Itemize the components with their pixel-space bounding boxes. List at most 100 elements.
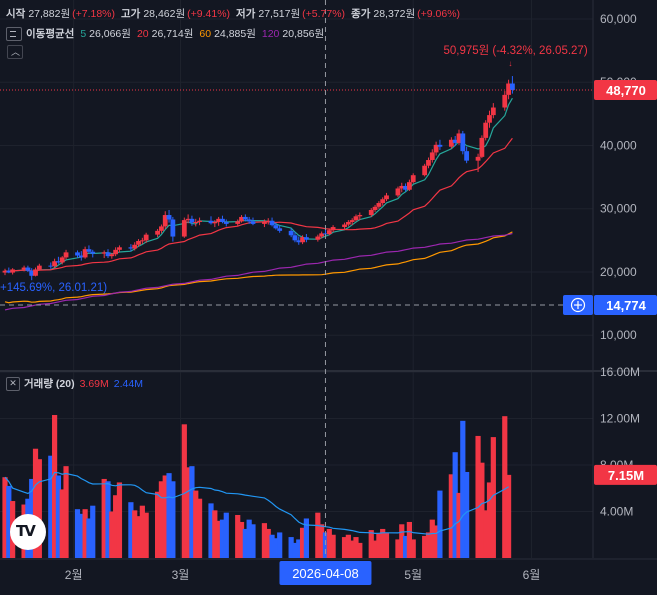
volume-bar: [490, 437, 496, 558]
ma-line-20: [4, 137, 513, 273]
volume-bar: [406, 521, 412, 558]
last-volume-label: 7.15M: [608, 468, 644, 483]
candle: [357, 215, 363, 217]
candle: [246, 219, 252, 222]
volume-bar: [433, 525, 439, 558]
volume-bar: [464, 471, 470, 558]
volume-bar: [90, 505, 96, 558]
volume-bar: [51, 415, 58, 558]
volume-bar: [322, 532, 329, 558]
volume-bar: [479, 462, 485, 558]
candle: [250, 221, 256, 224]
candle: [2, 270, 8, 273]
tradingview-logo[interactable]: TV: [10, 514, 46, 550]
candle: [29, 270, 35, 276]
volume-bar: [349, 540, 355, 558]
candle: [128, 247, 134, 249]
ma5-period: 5: [80, 27, 87, 40]
crosshair-date-label: 2026-04-08: [292, 566, 359, 581]
open-pct: (+7.18%): [72, 8, 116, 20]
volume-bar: [402, 535, 409, 558]
candle: [78, 255, 84, 258]
candle: [33, 269, 38, 276]
volume-bar: [196, 498, 203, 558]
candle: [48, 265, 54, 267]
time-tick-label: 6월: [523, 568, 541, 582]
time-tick-label: 2월: [65, 568, 83, 582]
volume-bar: [216, 520, 222, 558]
volume-tick-label: 4.00M: [600, 505, 633, 519]
candle: [273, 225, 279, 229]
high-annotation: 50,975원 (-4.32%, 26.05.27): [443, 43, 587, 57]
candle: [506, 83, 511, 95]
volume-bar: [341, 537, 348, 558]
volume-bar: [185, 467, 191, 558]
collapse-legend-button[interactable]: ︿: [7, 45, 23, 59]
volume-bar: [128, 502, 134, 558]
volume-bar: [456, 492, 462, 558]
ma120-value: 20,856원: [282, 28, 325, 40]
volume-bar: [36, 459, 42, 558]
high-pct: (+9.41%): [187, 8, 231, 20]
candle: [269, 220, 275, 226]
volume-bar: [2, 477, 8, 558]
volume-bar: [55, 475, 62, 558]
candle: [90, 251, 96, 254]
close-icon[interactable]: ✕: [6, 376, 20, 391]
candle: [25, 267, 31, 271]
candle: [59, 257, 65, 263]
candle: [208, 220, 214, 224]
candle: [342, 224, 347, 228]
plus-icon: [570, 297, 586, 313]
volume-bar: [483, 510, 489, 558]
indicator-settings-icon[interactable]: [6, 26, 22, 41]
volume-bar: [452, 452, 458, 558]
last-price-badge: [594, 80, 657, 101]
candle: [406, 182, 412, 190]
candle: [155, 230, 161, 235]
volume-bar: [242, 528, 248, 558]
candle: [288, 230, 294, 236]
price-tick-label: 40,000: [600, 138, 637, 152]
volume-bar: [86, 518, 92, 558]
close-value: 28,372원: [373, 8, 416, 20]
close-pct: (+9.06%): [417, 8, 461, 20]
candle: [448, 139, 454, 147]
candle: [372, 206, 378, 210]
volume-tick-label: 16.00M: [600, 365, 640, 379]
volume-bar: [288, 537, 294, 558]
candle: [212, 222, 218, 224]
volume-bar: [353, 537, 359, 558]
candle: [193, 222, 199, 223]
candle: [132, 244, 138, 249]
high-marker-icon: ↓: [508, 59, 512, 68]
candle: [452, 139, 458, 143]
candle: [265, 220, 271, 222]
volume-bar: [303, 518, 309, 558]
candle: [262, 222, 267, 224]
volume-bar: [113, 495, 119, 558]
candle: [296, 240, 302, 243]
volume-bar: [448, 474, 454, 558]
volume-ma-line: [4, 471, 509, 535]
ma-legend[interactable]: 이동평균선 5 26,066원 20 26,714원 60 24,885원 120 20…: [6, 26, 324, 41]
candle: [197, 220, 202, 222]
candle: [403, 185, 408, 190]
volume-legend[interactable]: ✕ 거래량 (20) 3.69M 2.44M: [6, 376, 143, 391]
candle: [490, 107, 496, 116]
volume-bar: [63, 466, 69, 558]
price-tick-label: 30,000: [600, 202, 637, 216]
volume-bar: [105, 481, 111, 558]
volume-bar: [502, 416, 508, 558]
candle: [10, 269, 16, 273]
volume-bar: [460, 420, 466, 558]
candle: [510, 83, 515, 91]
candle: [475, 156, 481, 161]
candle: [300, 237, 305, 243]
candle: [292, 235, 298, 241]
volume-bar: [296, 539, 302, 558]
volume-bar: [208, 503, 214, 558]
candle: [380, 199, 386, 204]
